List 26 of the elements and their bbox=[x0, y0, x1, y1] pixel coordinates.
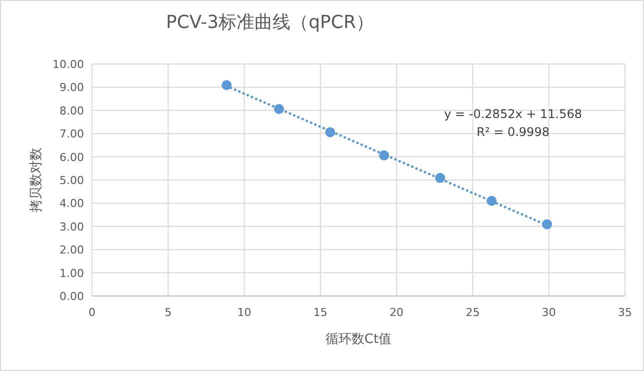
point bbox=[542, 219, 552, 230]
y-tick-label: 10.00 bbox=[52, 58, 84, 71]
x-tick-label: 35 bbox=[618, 306, 632, 319]
y-tick-label: 0.00 bbox=[60, 290, 84, 303]
y-tick-label: 5.00 bbox=[60, 174, 84, 187]
y-tick-label: 9.00 bbox=[60, 81, 84, 94]
y-tick-label: 6.00 bbox=[60, 150, 84, 164]
x-tick-label: 25 bbox=[466, 306, 480, 319]
y-tick-label: 8.00 bbox=[60, 104, 84, 118]
x-tick-label: 10 bbox=[237, 306, 252, 319]
point bbox=[222, 80, 232, 90]
x-tick-label: 5 bbox=[164, 306, 172, 319]
y-tick-label: 2.00 bbox=[60, 244, 84, 257]
x-tick-label: 30 bbox=[542, 306, 556, 319]
chart-title: PCV-3标准曲线（qPCR） bbox=[166, 12, 374, 33]
y-tick-label: 7.00 bbox=[60, 128, 84, 141]
y-tick-label: 4.00 bbox=[60, 197, 84, 210]
y-axis-title: 拷贝数对数 bbox=[29, 148, 44, 212]
y-tick-label: 3.00 bbox=[60, 220, 84, 234]
annotation: R² = 0.9998 bbox=[476, 125, 550, 139]
x-axis-title: 循环数Ct值 bbox=[325, 332, 392, 347]
x-tick-label: 0 bbox=[88, 306, 96, 319]
x-tick-label: 20 bbox=[390, 306, 404, 319]
x-tick-label: 15 bbox=[313, 306, 328, 319]
y-tick-label: 1.00 bbox=[60, 266, 84, 280]
annotation: y = -0.2852x + 11.568 bbox=[444, 107, 582, 121]
